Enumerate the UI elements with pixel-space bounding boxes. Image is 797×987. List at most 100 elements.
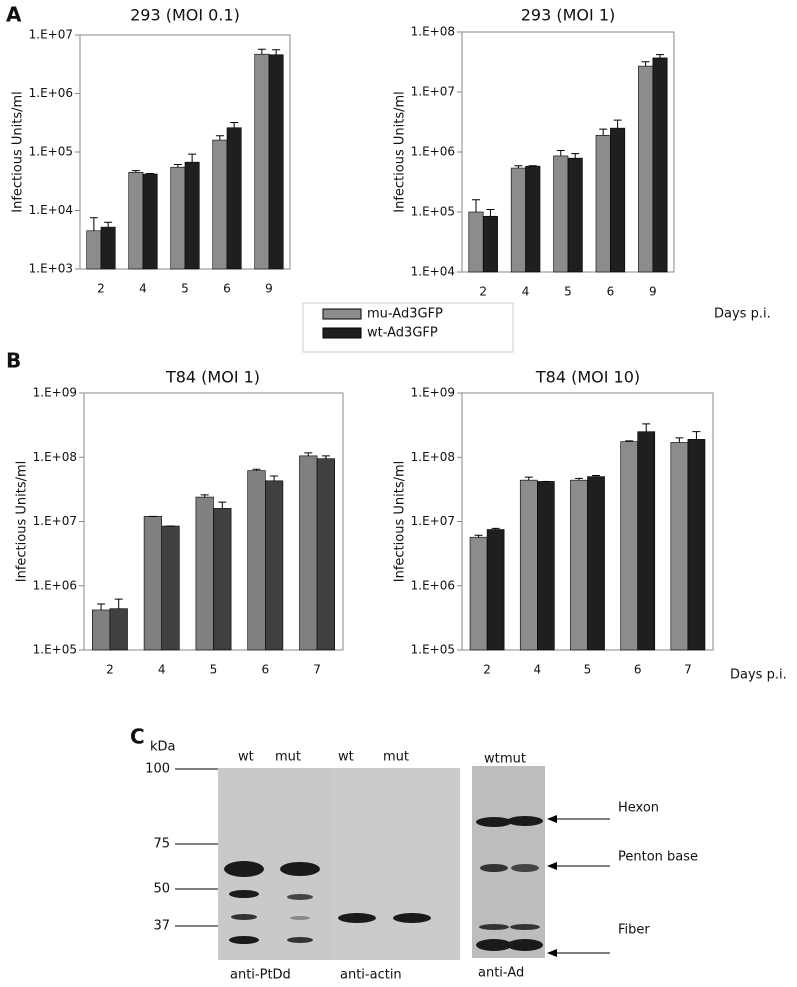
lane-label: mut xyxy=(275,750,301,765)
x-tick-label: 6 xyxy=(261,663,269,677)
lane-label: wt xyxy=(338,750,354,765)
error-bar xyxy=(89,217,98,231)
error-bar xyxy=(270,475,279,481)
x-tick-label: 5 xyxy=(584,663,592,677)
x-tick-label: 5 xyxy=(181,282,189,296)
bar xyxy=(486,529,505,651)
error-bar xyxy=(272,49,281,55)
marker-label: 50 xyxy=(153,882,170,897)
blot-bands xyxy=(224,816,543,951)
x-tick-label: 4 xyxy=(522,285,530,299)
lane-label: wt xyxy=(238,750,254,765)
y-tick-label: 1.E+03 xyxy=(29,262,73,276)
y-tick-label: 1.E+05 xyxy=(411,205,455,219)
bar xyxy=(247,470,266,651)
x-tick-label: 6 xyxy=(607,285,615,299)
blot-membrane xyxy=(331,768,460,960)
y-tick-label: 1.E+08 xyxy=(33,450,77,464)
bar xyxy=(567,157,583,273)
error-bar xyxy=(230,121,239,128)
error-bar xyxy=(321,455,330,459)
bar xyxy=(510,167,526,273)
bar xyxy=(553,155,569,273)
bar xyxy=(254,53,270,270)
error-bar xyxy=(556,149,565,156)
error-bar xyxy=(491,527,500,530)
antibody-label: anti-Ad xyxy=(478,966,524,981)
bar xyxy=(170,166,186,270)
error-bar xyxy=(641,61,650,67)
lane-label: wt xyxy=(484,752,500,767)
marker-label: 100 xyxy=(145,762,170,777)
bar xyxy=(268,54,284,270)
bar xyxy=(670,442,689,651)
error-bar xyxy=(692,431,701,440)
y-tick-label: 1.E+09 xyxy=(411,386,455,400)
error-bar xyxy=(114,598,123,609)
blot: kDa 100 75 50 37 wt mut wt mut wt mut an… xyxy=(145,740,698,983)
error-bar xyxy=(188,153,197,163)
error-bar xyxy=(571,153,580,159)
bar xyxy=(482,215,498,273)
y-tick-label: 1.E+05 xyxy=(33,643,77,657)
bar xyxy=(525,165,541,273)
bar xyxy=(468,211,484,273)
x-tick-label: 5 xyxy=(210,663,218,677)
x-tick-label: 2 xyxy=(106,663,114,677)
bar xyxy=(86,230,102,270)
x-axis-label: Days p.i. xyxy=(730,668,787,683)
bar xyxy=(620,441,639,651)
y-tick-label: 1.E+06 xyxy=(411,145,455,159)
y-tick-label: 1.E+07 xyxy=(33,514,77,528)
error-bar xyxy=(625,440,634,442)
error-bar xyxy=(252,468,261,471)
band-label: Fiber xyxy=(618,923,650,938)
error-bar xyxy=(218,501,227,509)
y-tick-label: 1.E+05 xyxy=(411,643,455,657)
band-label: Hexon xyxy=(618,801,659,816)
bar xyxy=(212,139,228,270)
bar xyxy=(184,161,200,270)
error-bar xyxy=(599,128,608,136)
bar xyxy=(536,481,555,651)
error-bar xyxy=(474,534,483,538)
y-tick-label: 1.E+07 xyxy=(411,514,455,528)
bar xyxy=(264,480,284,651)
error-bar xyxy=(613,119,622,129)
x-tick-label: 2 xyxy=(479,285,487,299)
bar xyxy=(595,134,611,273)
error-bar xyxy=(200,494,209,498)
panel-label: C xyxy=(130,725,145,749)
marker-lines xyxy=(175,768,610,957)
x-tick-label: 6 xyxy=(223,282,231,296)
y-tick-label: 1.E+04 xyxy=(411,265,455,279)
bar xyxy=(143,516,162,651)
error-bar xyxy=(642,423,651,432)
legend-label: wt-Ad3GFP xyxy=(367,326,438,341)
y-tick-label: 1.E+04 xyxy=(29,203,73,217)
error-bar xyxy=(656,54,665,58)
antibody-label: anti-actin xyxy=(340,968,402,983)
x-tick-label: 4 xyxy=(139,282,147,296)
y-tick-label: 1.E+08 xyxy=(411,25,455,39)
panel-label: B xyxy=(6,349,21,373)
y-axis-label: Infectious Units/ml xyxy=(393,461,408,583)
chart-title: T84 (MOI 1) xyxy=(165,368,260,387)
bar xyxy=(587,476,605,651)
x-tick-label: 9 xyxy=(649,285,657,299)
chart-title: 293 (MOI 1) xyxy=(521,6,616,25)
error-bar xyxy=(524,476,533,481)
error-bar xyxy=(486,209,495,217)
lane-label: mut xyxy=(383,750,409,765)
y-tick-label: 1.E+08 xyxy=(411,450,455,464)
x-tick-label: 2 xyxy=(97,282,105,296)
error-bar xyxy=(97,603,106,610)
bar xyxy=(638,65,654,273)
y-tick-label: 1.E+06 xyxy=(29,86,73,100)
y-axis-label: Infectious Units/ml xyxy=(15,461,30,583)
bar xyxy=(91,609,111,651)
lane-label: mut xyxy=(500,752,526,767)
error-bar xyxy=(574,477,583,481)
x-tick-label: 5 xyxy=(564,285,572,299)
